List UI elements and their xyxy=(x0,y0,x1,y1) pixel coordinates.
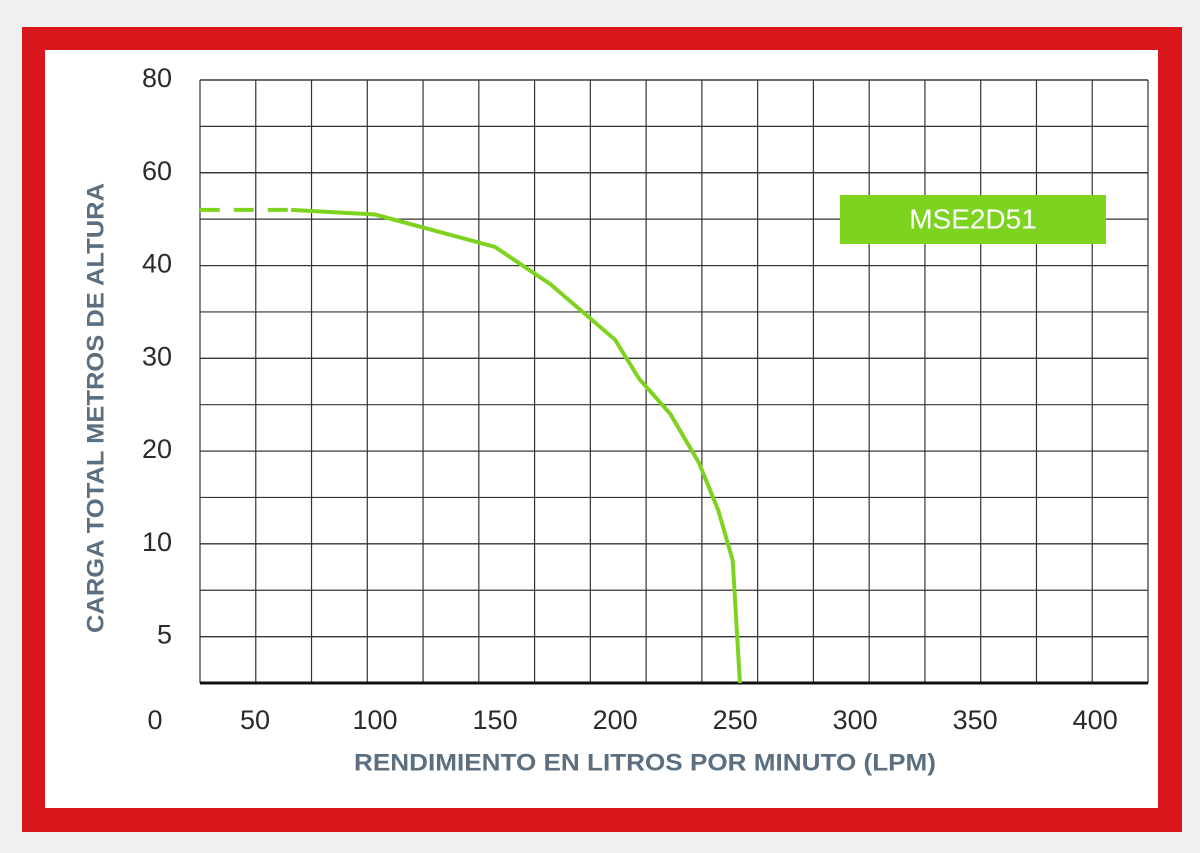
x-tick-label: 350 xyxy=(953,705,998,735)
plot xyxy=(199,207,742,684)
y-tick-label: 60 xyxy=(142,156,172,186)
y-axis-title: CARGA TOTAL METROS DE ALTURA xyxy=(82,183,109,633)
x-tick-label: 200 xyxy=(593,705,638,735)
x-tick-label: 400 xyxy=(1073,705,1118,735)
x-axis-title: RENDIMIENTO EN LITROS POR MINUTO (LPM) xyxy=(354,749,936,776)
x-tick-label: 0 xyxy=(147,705,162,735)
y-tick-label: 30 xyxy=(142,341,172,371)
y-tick-label: 40 xyxy=(142,249,172,279)
legend-box xyxy=(840,195,1106,244)
x-tick-label: 300 xyxy=(833,705,878,735)
legend-label: MSE2D51 xyxy=(909,203,1037,234)
chart-area xyxy=(45,50,1158,808)
x-tick-label: 250 xyxy=(713,705,758,735)
x-tick-label: 100 xyxy=(353,705,398,735)
y-tick-label: 5 xyxy=(157,620,172,650)
x-tick-label: 50 xyxy=(240,705,270,735)
y-tick-label: 10 xyxy=(142,527,172,557)
data-line xyxy=(290,207,742,684)
x-tick-label: 150 xyxy=(473,705,518,735)
y-tick-label: 20 xyxy=(142,434,172,464)
y-tick-label: 80 xyxy=(142,63,172,93)
